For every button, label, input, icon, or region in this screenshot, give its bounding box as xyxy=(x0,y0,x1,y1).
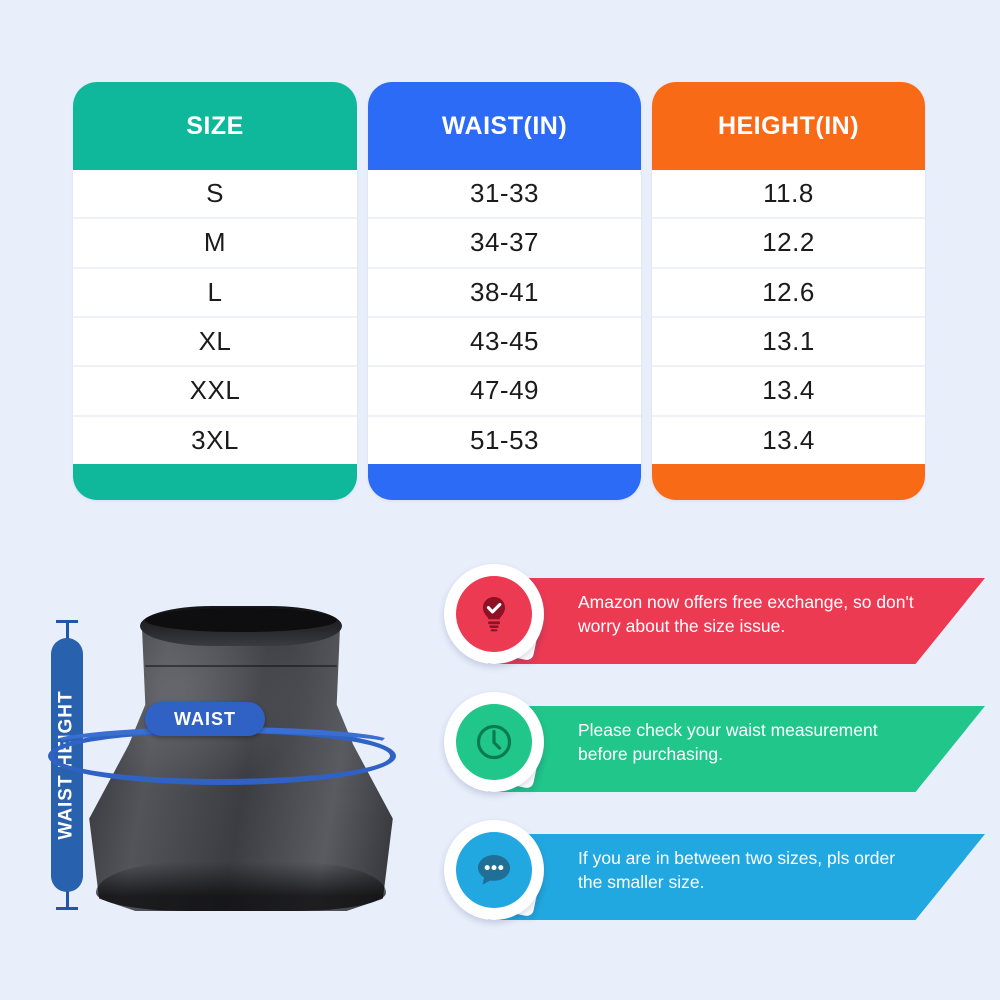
gauge-cap-bottom xyxy=(56,907,78,910)
trainer-seam xyxy=(145,664,337,667)
table-cell-size-xxl: XXL xyxy=(73,367,357,417)
column-footer-height xyxy=(652,464,925,500)
trainer-bottom-shadow xyxy=(95,861,387,911)
table-cell-size-3xl: 3XL xyxy=(73,416,357,464)
lightbulb-check-icon xyxy=(456,576,532,652)
gauge-cap-top xyxy=(56,620,78,623)
table-column-size: SIZE S M L XL XXL 3XL xyxy=(73,82,357,500)
table-cell-waist-xl: 43-45 xyxy=(368,317,641,368)
trainer-top-opening xyxy=(145,607,337,633)
table-cell-size-m: M xyxy=(73,219,357,269)
table-cell-height-3xl: 13.4 xyxy=(652,416,925,464)
table-column-waist: WAIST(IN) 31-33 34-37 38-41 43-45 47-49 … xyxy=(368,82,641,500)
column-footer-waist xyxy=(368,464,641,500)
notice-text: Please check your waist measurement befo… xyxy=(578,720,878,765)
notice-banner-between-sizes: If you are in between two sizes, pls ord… xyxy=(440,818,985,930)
table-cell-height-s: 11.8 xyxy=(652,170,925,220)
column-header-waist: WAIST(IN) xyxy=(368,82,641,170)
chat-bubble-dots-icon xyxy=(456,832,532,908)
notice-text: Amazon now offers free exchange, so don'… xyxy=(578,592,914,637)
notice-text: If you are in between two sizes, pls ord… xyxy=(578,848,896,893)
table-cell-waist-3xl: 51-53 xyxy=(368,416,641,464)
column-body-height: 11.8 12.2 12.6 13.1 13.4 13.4 xyxy=(652,170,925,464)
column-header-height: HEIGHT(IN) xyxy=(652,82,925,170)
notice-list: Amazon now offers free exchange, so don'… xyxy=(440,562,985,962)
table-cell-height-xl: 13.1 xyxy=(652,317,925,368)
column-header-size: SIZE xyxy=(73,82,357,170)
table-column-height: HEIGHT(IN) 11.8 12.2 12.6 13.1 13.4 13.4 xyxy=(652,82,925,500)
notice-badge xyxy=(440,818,550,930)
notice-ribbon xyxy=(488,834,985,920)
notice-badge xyxy=(440,690,550,802)
size-chart-table: SIZE S M L XL XXL 3XL WAIST(IN) 31-33 34… xyxy=(73,82,925,500)
table-cell-height-l: 12.6 xyxy=(652,268,925,318)
table-cell-height-xxl: 13.4 xyxy=(652,367,925,417)
notice-banner-measure: Please check your waist measurement befo… xyxy=(440,690,985,802)
column-footer-size xyxy=(73,464,357,500)
notice-ribbon xyxy=(488,706,985,792)
table-cell-waist-m: 34-37 xyxy=(368,219,641,269)
column-body-size: S M L XL XXL 3XL xyxy=(73,170,357,464)
notice-banner-exchange: Amazon now offers free exchange, so don'… xyxy=(440,562,985,674)
table-cell-size-s: S xyxy=(73,170,357,220)
product-illustration: WAIST HEIGHT WAIST xyxy=(18,575,428,965)
column-body-waist: 31-33 34-37 38-41 43-45 47-49 51-53 xyxy=(368,170,641,464)
clock-icon xyxy=(456,704,532,780)
table-cell-size-xl: XL xyxy=(73,317,357,368)
table-cell-size-l: L xyxy=(73,268,357,318)
table-cell-height-m: 12.2 xyxy=(652,219,925,269)
waist-label-pill: WAIST xyxy=(145,702,265,736)
notice-ribbon xyxy=(488,578,985,664)
notice-badge xyxy=(440,562,550,674)
table-cell-waist-l: 38-41 xyxy=(368,268,641,318)
table-cell-waist-s: 31-33 xyxy=(368,170,641,220)
table-cell-waist-xxl: 47-49 xyxy=(368,367,641,417)
